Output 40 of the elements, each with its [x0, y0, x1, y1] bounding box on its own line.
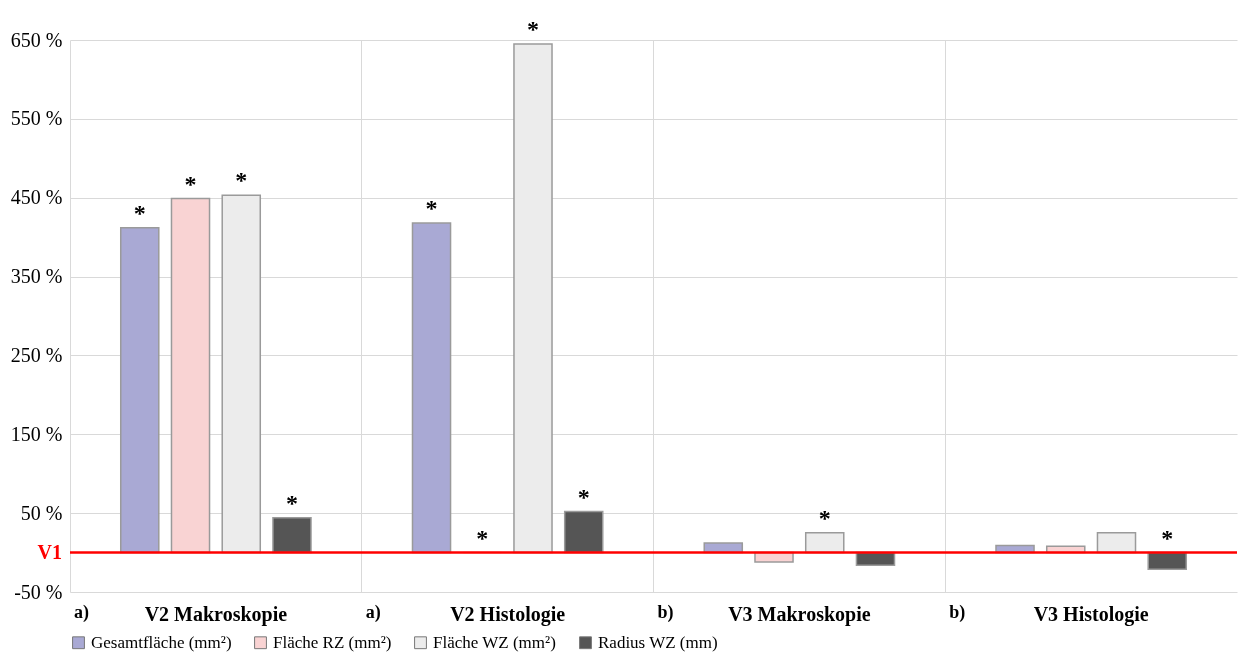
y-tick-label: 550 % [10, 107, 63, 130]
bar [411, 222, 452, 554]
bar [272, 517, 312, 554]
text: b) [949, 602, 966, 623]
y-tick-label: 250 % [10, 343, 63, 366]
x-tick-label: V3 Makroskopie [728, 602, 871, 626]
bar [119, 226, 160, 554]
text: a) [365, 602, 381, 623]
bar [563, 510, 604, 554]
bar [1147, 551, 1188, 570]
y-tick-label: 450 % [10, 186, 63, 209]
x-tick-label: V2 Histologie [450, 602, 566, 626]
y-tick-label: 50 % [20, 501, 63, 524]
data-label: * [526, 15, 539, 42]
text: b) [657, 602, 674, 623]
bar [170, 197, 211, 554]
legend-label: Fläche RZ (mm²) [273, 632, 392, 652]
data-label: * [425, 194, 438, 221]
legend-label: Fläche WZ (mm²) [433, 632, 556, 652]
bar [513, 43, 553, 554]
y-tick-label: 650 % [10, 28, 63, 51]
text: a) [74, 602, 89, 623]
x-tick-label: V2 Makroskopie [144, 602, 288, 626]
data-label: * [476, 524, 489, 551]
data-label: * [133, 199, 146, 226]
y-tick-label: 150 % [10, 422, 63, 445]
data-label: * [818, 504, 831, 531]
bar [804, 532, 845, 554]
legend-label: Gesamtfläche (mm²) [91, 632, 232, 652]
data-label: * [285, 489, 298, 516]
y-tick-label: -50 % [14, 580, 63, 603]
data-label: * [577, 483, 590, 510]
data-label: * [235, 167, 248, 194]
legend-label: Radius WZ (mm) [598, 632, 718, 652]
bar [221, 194, 262, 554]
ref-line-label: V1 [37, 540, 62, 563]
y-tick-label: 350 % [10, 265, 63, 288]
data-label: * [1161, 524, 1174, 551]
data-label: * [184, 170, 197, 197]
x-tick-label: V3 Histologie [1033, 602, 1149, 626]
